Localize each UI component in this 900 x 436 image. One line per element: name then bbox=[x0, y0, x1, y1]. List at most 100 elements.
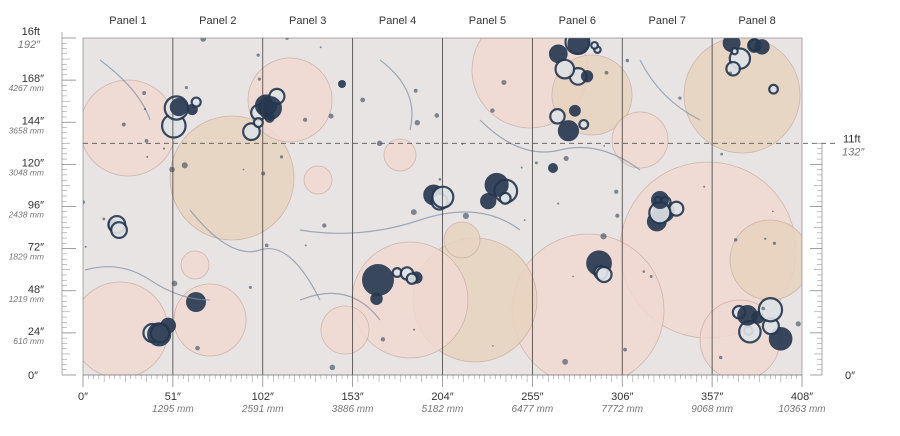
dark-cell bbox=[768, 83, 779, 95]
pale-bubble bbox=[611, 111, 669, 169]
speck-dot bbox=[414, 120, 420, 126]
speck-dot bbox=[623, 347, 627, 352]
speck-dot bbox=[772, 241, 777, 245]
pale-bubble bbox=[729, 219, 802, 301]
dark-cell bbox=[147, 322, 172, 347]
dark-cell bbox=[567, 38, 590, 55]
left-tick-label: 168″ bbox=[22, 73, 44, 85]
speck-dot bbox=[642, 270, 646, 273]
right-ruler bbox=[810, 143, 823, 376]
left-tick-mm: 610 mm bbox=[13, 336, 44, 346]
left-zero-label: 0″ bbox=[28, 370, 38, 382]
speck-dot bbox=[181, 162, 188, 169]
speck-dot bbox=[703, 185, 706, 188]
bottom-ruler bbox=[82, 374, 803, 387]
bottom-tick-mm: 2591 mm bbox=[241, 404, 284, 415]
speck-dot bbox=[615, 213, 620, 218]
dark-cell bbox=[590, 40, 599, 50]
pale-bubble bbox=[320, 305, 370, 355]
speck-dot bbox=[490, 108, 495, 113]
dark-cell bbox=[557, 120, 580, 142]
bottom-tick-label: 255″ bbox=[521, 391, 543, 403]
bottom-tick-label: 306″ bbox=[611, 391, 633, 403]
panel-label: Panel 6 bbox=[559, 15, 596, 27]
speck-dot bbox=[376, 140, 383, 147]
height-top-ft-label: 16ft bbox=[22, 26, 40, 38]
left-tick-mm: 1829 mm bbox=[9, 252, 44, 262]
speck-dot bbox=[434, 113, 440, 118]
left-tick-label: 48″ bbox=[28, 284, 44, 296]
dark-blob bbox=[548, 163, 558, 173]
dark-cell bbox=[405, 272, 419, 285]
speck-dot bbox=[144, 139, 149, 143]
speck-dot bbox=[242, 168, 245, 171]
speck-dot bbox=[413, 328, 416, 331]
left-ruler bbox=[61, 32, 76, 376]
dark-cell bbox=[595, 265, 613, 284]
speck-dot bbox=[771, 210, 774, 213]
speck-dot bbox=[264, 243, 269, 248]
speck-dot bbox=[764, 237, 767, 240]
speck-dot bbox=[304, 244, 307, 247]
speck-dot bbox=[520, 166, 523, 169]
left-axis-labels: 16ft 192″ 168″ 4267 mm 144″ 3658 mm 120″… bbox=[8, 26, 45, 382]
bottom-axis-labels: 0″ 51″ 1295 mm 102″ 2591 mm 153″ 3886 mm… bbox=[78, 391, 826, 415]
height-marker-ft-label: 11ft bbox=[843, 133, 861, 145]
bottom-tick-mm: 5182 mm bbox=[422, 404, 464, 415]
bottom-tick-mm: 10363 mm bbox=[778, 404, 825, 415]
artwork-pattern bbox=[83, 38, 802, 375]
bottom-tick-mm: 7772 mm bbox=[601, 404, 643, 415]
left-tick-label: 120″ bbox=[22, 157, 44, 169]
speck-dot bbox=[121, 122, 126, 127]
pale-bubble bbox=[351, 241, 469, 359]
speck-dot bbox=[380, 337, 386, 342]
dark-blob bbox=[362, 264, 394, 296]
left-tick-mm: 4267 mm bbox=[9, 83, 44, 93]
left-tick-label: 144″ bbox=[22, 115, 44, 127]
bottom-tick-mm: 1295 mm bbox=[152, 404, 194, 415]
speck-dot bbox=[720, 152, 724, 156]
vein-line bbox=[84, 266, 211, 301]
panel-label: Panel 7 bbox=[649, 15, 686, 27]
dark-cell bbox=[554, 58, 576, 80]
pale-bubble bbox=[173, 283, 247, 357]
speck-dot bbox=[614, 189, 619, 194]
panel-label: Panel 4 bbox=[379, 15, 416, 27]
bottom-tick-mm: 3886 mm bbox=[332, 404, 374, 415]
speck-dot bbox=[501, 79, 507, 85]
bottom-tick-mm: 9068 mm bbox=[691, 404, 733, 415]
vein-line bbox=[479, 119, 641, 171]
speck-dot bbox=[303, 117, 308, 122]
speck-dot bbox=[649, 275, 653, 278]
pale-bubble bbox=[683, 38, 801, 154]
bottom-tick-label: 357″ bbox=[701, 391, 723, 403]
speck-dot bbox=[572, 275, 574, 278]
speck-dot bbox=[603, 144, 606, 147]
dark-cell bbox=[242, 122, 261, 142]
dark-cell bbox=[549, 108, 566, 125]
dark-cell bbox=[580, 70, 594, 83]
dark-blob bbox=[186, 292, 206, 312]
vein-line bbox=[639, 59, 701, 121]
bottom-tick-label: 0″ bbox=[78, 391, 88, 403]
speck-dot bbox=[319, 46, 322, 49]
dark-blob bbox=[651, 191, 669, 209]
panel-label: Panel 8 bbox=[738, 15, 775, 27]
speck-dot bbox=[563, 155, 569, 161]
speck-dot bbox=[718, 355, 723, 360]
dark-cell bbox=[578, 118, 590, 130]
vein-line bbox=[189, 209, 321, 301]
bottom-tick-label: 153″ bbox=[342, 391, 364, 403]
speck-dot bbox=[728, 71, 733, 76]
speck-dot bbox=[534, 161, 538, 165]
right-axis-labels: 11ft 132″ 0″ bbox=[842, 133, 865, 382]
speck-dot bbox=[257, 77, 261, 81]
panel-label: Panel 2 bbox=[199, 15, 236, 27]
bottom-tick-mm: 6477 mm bbox=[512, 404, 554, 415]
dark-cell bbox=[757, 297, 784, 323]
speck-dot bbox=[600, 233, 607, 240]
speck-dot bbox=[195, 345, 200, 351]
speck-dot bbox=[733, 238, 738, 242]
